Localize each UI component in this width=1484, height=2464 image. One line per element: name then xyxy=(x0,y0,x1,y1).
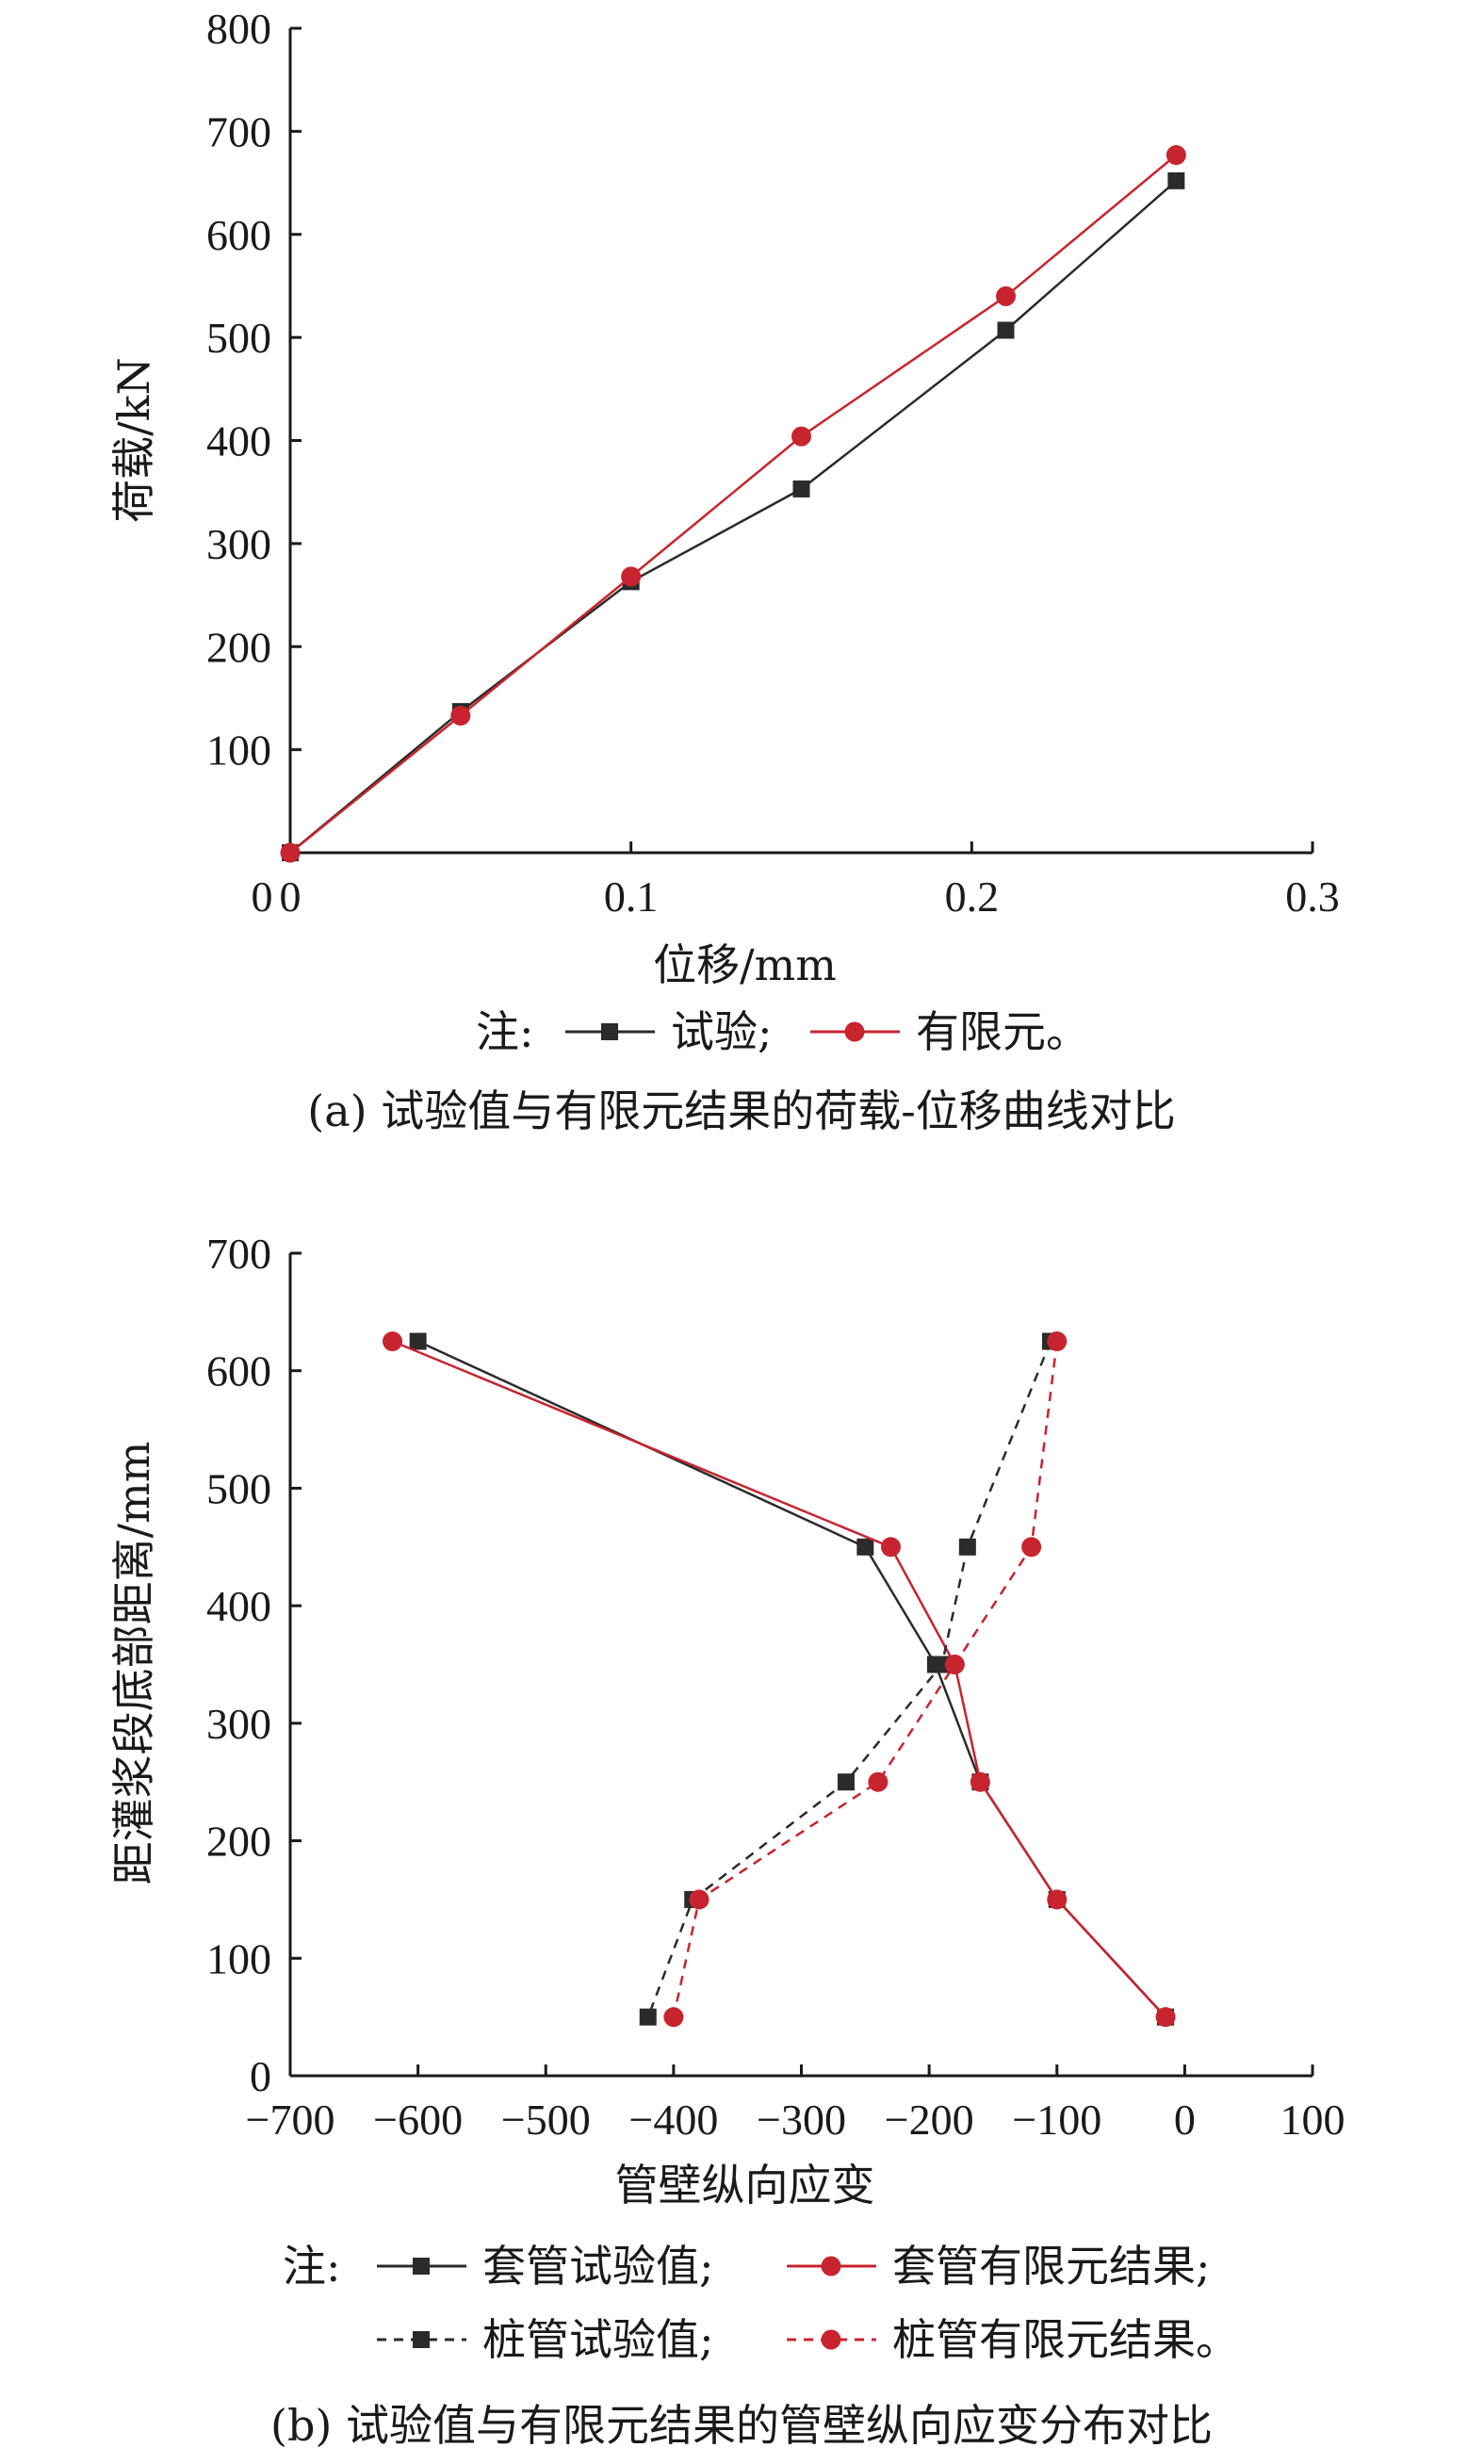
data-point xyxy=(1167,171,1185,189)
x-axis-title: 位移/mm xyxy=(653,939,837,990)
legend-item: 套管试验值; xyxy=(377,2241,714,2292)
series-2 xyxy=(280,145,1186,863)
x-tick-label: 100 xyxy=(1280,2096,1345,2144)
data-point xyxy=(944,1655,965,1674)
legend-label: 试验; xyxy=(671,1006,773,1057)
legend-item: 桩管有限元结果。 xyxy=(787,2314,1239,2365)
series-1 xyxy=(282,171,1185,861)
legend-label: 桩管试验值; xyxy=(482,2314,714,2365)
data-point xyxy=(837,1773,855,1791)
chart-b: −700 −600 −500 −400 −300 −200 −100 0 100 0 100 200 3… xyxy=(108,1230,1345,2451)
data-point xyxy=(1155,2007,1176,2028)
x-tick-label: −300 xyxy=(757,2096,846,2144)
data-point xyxy=(689,1889,709,1910)
legend: 注: 套管试验值; 套管有限元结果; 桩管试验值; 桩管有限元结果。 xyxy=(283,2241,1239,2365)
y-tick-label: 400 xyxy=(206,1582,271,1630)
series-2 xyxy=(383,1331,1176,2028)
series-4 xyxy=(663,1331,1068,2028)
x-tick-label: −600 xyxy=(373,2096,463,2144)
data-point xyxy=(880,1537,901,1558)
data-point xyxy=(792,480,810,498)
data-point xyxy=(663,2007,684,2028)
figure-caption: (b) 试验值与有限元结果的管壁纵向应变分布对比 xyxy=(270,2400,1213,2451)
data-point xyxy=(1047,1889,1068,1910)
x-tick-label: −700 xyxy=(246,2096,335,2144)
legend-swatch-marker xyxy=(844,1021,865,1042)
legend-prefix: 注: xyxy=(476,1006,534,1057)
legend: 注: 试验; 有限元。 xyxy=(476,1006,1089,1057)
data-point xyxy=(1166,145,1186,166)
series-line xyxy=(289,154,1178,854)
data-point xyxy=(409,1332,427,1350)
legend-label: 有限元。 xyxy=(916,1006,1089,1057)
data-point xyxy=(450,706,471,726)
data-point xyxy=(868,1771,889,1792)
data-point xyxy=(791,426,811,447)
y-tick-label: 100 xyxy=(206,726,271,775)
x-tick-label: 0.3 xyxy=(1285,873,1340,921)
data-point xyxy=(1021,1537,1042,1558)
y-tick-label: 700 xyxy=(206,107,271,155)
y-axis-title: 距灌浆段底部距离/mm xyxy=(108,1442,159,1885)
y-tick-label: 700 xyxy=(206,1230,271,1278)
y-tick-label: 500 xyxy=(206,1464,271,1512)
data-point xyxy=(1047,1331,1068,1352)
legend-label: 套管有限元结果; xyxy=(892,2241,1211,2292)
legend-swatch-marker xyxy=(601,1023,618,1040)
y-tick-label: 800 xyxy=(206,5,271,53)
x-tick-label: −100 xyxy=(1012,2096,1101,2144)
legend-swatch-marker xyxy=(413,2331,430,2348)
x-tick-label: 0.2 xyxy=(945,873,1000,921)
x-tick-label: 0 xyxy=(1174,2096,1196,2144)
legend-label: 套管试验值; xyxy=(482,2241,714,2292)
chart-a: 0 0.1 0.2 0.3 100 200 300 400 500 600 700 800 0 位移/mm… xyxy=(108,5,1340,1136)
data-point xyxy=(383,1331,402,1352)
y-tick-label: 600 xyxy=(206,1347,271,1395)
data-point xyxy=(621,566,642,587)
y-tick-label: 300 xyxy=(206,520,271,568)
y-tick-label: 600 xyxy=(206,211,271,259)
x-tick-label: −400 xyxy=(628,2096,718,2144)
y-tick-label: 200 xyxy=(206,1818,271,1866)
legend-prefix: 注: xyxy=(283,2241,341,2292)
legend-item: 有限元。 xyxy=(810,1006,1089,1057)
figure-caption: (a) 试验值与有限元结果的荷载-位移曲线对比 xyxy=(307,1085,1175,1136)
x-tick-label: 0 xyxy=(252,873,273,921)
y-tick-label: 0 xyxy=(250,2052,271,2100)
data-point xyxy=(958,1538,976,1556)
x-tick-label: −200 xyxy=(885,2096,974,2144)
series-line xyxy=(289,179,1178,854)
legend-swatch-marker xyxy=(821,2329,841,2350)
y-tick-label: 100 xyxy=(206,1934,271,1983)
series-line xyxy=(392,1340,1166,2018)
legend-item: 试验; xyxy=(565,1006,773,1057)
series-3 xyxy=(639,1332,1059,2026)
y-tick-label: 500 xyxy=(206,314,271,362)
data-point xyxy=(997,321,1015,339)
x-tick-label: 0 xyxy=(280,873,302,921)
data-point xyxy=(996,286,1016,306)
data-point xyxy=(639,2008,657,2026)
data-point xyxy=(280,842,301,863)
y-tick-label: 200 xyxy=(206,623,271,671)
legend-item: 套管有限元结果; xyxy=(787,2241,1211,2292)
legend-swatch-marker xyxy=(821,2256,841,2276)
y-tick-label: 400 xyxy=(206,417,271,465)
data-point xyxy=(970,1771,990,1792)
y-tick-label: 300 xyxy=(206,1700,271,1748)
series-line xyxy=(646,1341,1052,2018)
series-line xyxy=(417,1340,1166,2018)
y-axis-title: 荷载/kN xyxy=(108,357,159,523)
x-tick-label: −500 xyxy=(501,2096,591,2144)
data-point xyxy=(856,1538,874,1556)
legend-swatch-marker xyxy=(413,2258,430,2275)
legend-label: 桩管有限元结果。 xyxy=(892,2314,1239,2365)
x-axis-title: 管壁纵向应变 xyxy=(615,2160,875,2211)
legend-item: 桩管试验值; xyxy=(377,2314,714,2365)
series-1 xyxy=(409,1332,1175,2026)
series-line xyxy=(672,1341,1059,2017)
x-tick-label: 0.1 xyxy=(604,873,659,921)
